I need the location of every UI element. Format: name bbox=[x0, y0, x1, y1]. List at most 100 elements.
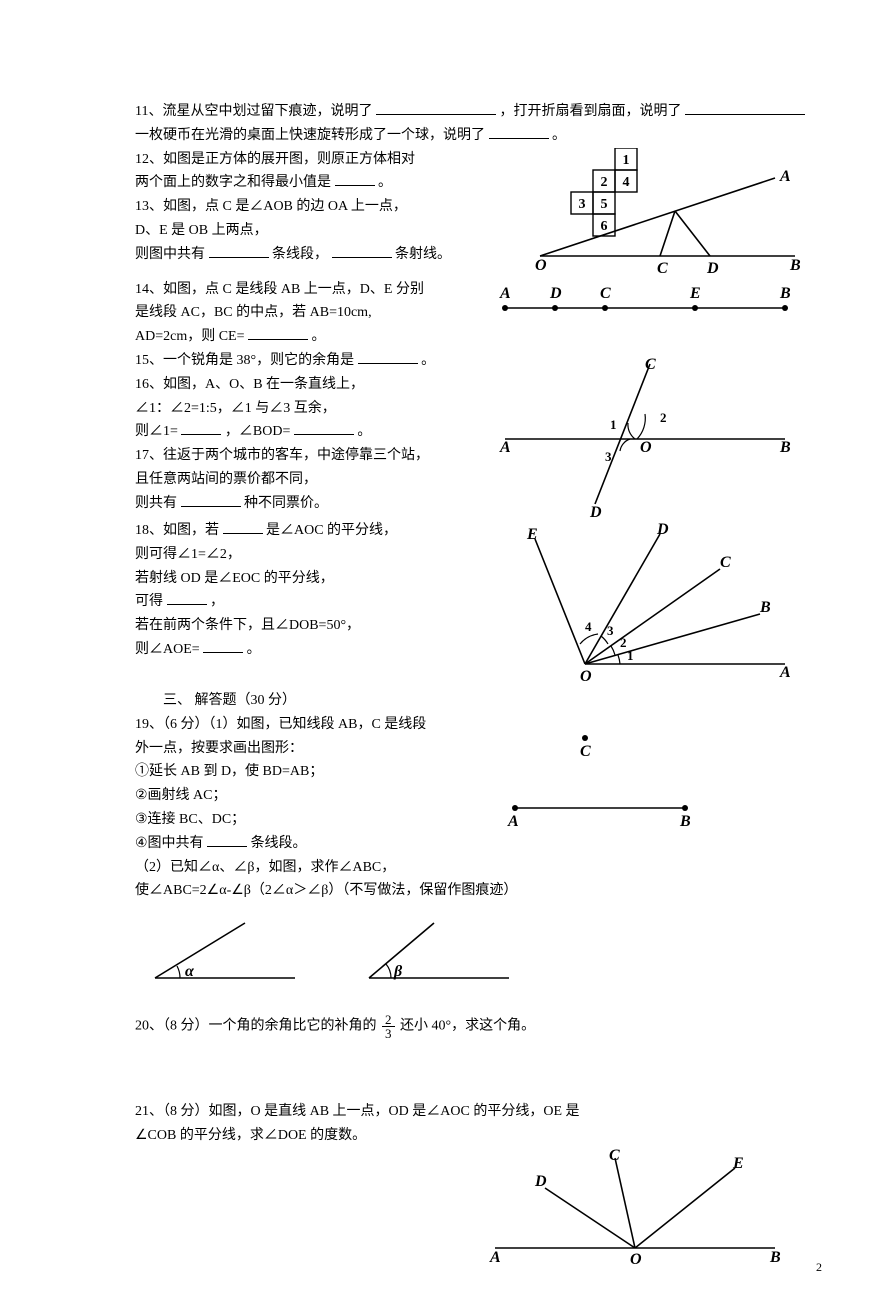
blank bbox=[294, 421, 354, 435]
text: 。 bbox=[421, 353, 435, 368]
blank bbox=[203, 639, 243, 653]
svg-text:C: C bbox=[580, 743, 591, 760]
svg-text:C: C bbox=[645, 356, 656, 373]
fig-angle-alpha: α bbox=[135, 918, 305, 988]
svg-text:A: A bbox=[779, 168, 791, 185]
svg-text:2: 2 bbox=[620, 635, 627, 650]
text: 15、一个锐角是 38°，则它的余角是 bbox=[135, 353, 354, 368]
blank bbox=[358, 350, 418, 364]
text: 。 bbox=[247, 642, 261, 657]
q12: 12、如图是正方体的展开图，则原正方体相对 两个面上的数字之和得最小值是 。 bbox=[135, 148, 485, 196]
q21: 21、（8 分）如图，O 是直线 AB 上一点，OD 是∠AOC 的平分线，OE… bbox=[135, 1100, 832, 1148]
svg-text:3: 3 bbox=[579, 197, 586, 212]
blank bbox=[489, 125, 549, 139]
svg-text:D: D bbox=[549, 285, 562, 302]
text: ②画射线 AC； bbox=[135, 788, 227, 803]
svg-text:C: C bbox=[720, 554, 731, 571]
svg-text:E: E bbox=[732, 1155, 744, 1172]
text: 条射线。 bbox=[395, 247, 451, 262]
svg-text:B: B bbox=[679, 813, 691, 830]
text: 若在前两个条件下，且∠DOB=50°， bbox=[135, 618, 360, 633]
text: 18、如图，若 bbox=[135, 523, 219, 538]
text: （2）已知∠α、∠β，如图，求作∠ABC， bbox=[135, 860, 395, 875]
text: 条线段， bbox=[272, 247, 328, 262]
svg-text:1: 1 bbox=[610, 417, 617, 432]
svg-text:C: C bbox=[600, 285, 611, 302]
text: ，∠BOD= bbox=[225, 424, 290, 439]
blank bbox=[685, 101, 805, 115]
svg-text:A: A bbox=[499, 439, 511, 456]
blank bbox=[207, 833, 247, 847]
svg-text:A: A bbox=[499, 285, 511, 302]
svg-text:B: B bbox=[759, 599, 771, 616]
text: 17、往返于两个城市的客车，中途停靠三个站， bbox=[135, 448, 429, 463]
svg-text:2: 2 bbox=[601, 175, 608, 190]
svg-text:A: A bbox=[489, 1249, 501, 1266]
svg-text:A: A bbox=[507, 813, 519, 830]
fig-q19: C A B bbox=[485, 713, 785, 833]
text: 14、如图，点 C 是线段 AB 上一点，D、E 分别 bbox=[135, 282, 424, 297]
q19: 19、（6 分）（1）如图，已知线段 AB，C 是线段 外一点，按要求画出图形：… bbox=[135, 713, 485, 856]
svg-text:B: B bbox=[779, 439, 791, 456]
text: 可得 bbox=[135, 594, 163, 609]
svg-text:1: 1 bbox=[627, 648, 634, 663]
svg-text:2: 2 bbox=[660, 410, 667, 425]
blank bbox=[181, 493, 241, 507]
svg-text:D: D bbox=[656, 521, 669, 538]
fig-q14: A D C E B bbox=[485, 278, 805, 328]
svg-text:3: 3 bbox=[607, 623, 614, 638]
svg-text:5: 5 bbox=[601, 197, 608, 212]
text: 条线段。 bbox=[251, 836, 307, 851]
text: D、E 是 OB 上两点， bbox=[135, 223, 268, 238]
svg-text:C: C bbox=[609, 1148, 620, 1164]
q17: 17、往返于两个城市的客车，中途停靠三个站， 且任意两站间的票价都不同， 则共有… bbox=[135, 444, 485, 515]
text: 20、（8 分）一个角的余角比它的补角的 bbox=[135, 1019, 377, 1034]
q20: 20、（8 分）一个角的余角比它的补角的 2 3 还小 40°，求这个角。 bbox=[135, 1013, 832, 1040]
fig-q18: O A B C D E 1 2 3 4 bbox=[485, 519, 805, 689]
text: 是∠AOC 的平分线， bbox=[266, 523, 397, 538]
text: ∠COB 的平分线，求∠DOE 的度数。 bbox=[135, 1128, 366, 1143]
blank bbox=[209, 244, 269, 258]
text: 。 bbox=[357, 424, 371, 439]
text: 使∠ABC=2∠α-∠β（2∠α＞∠β）（不写做法，保留作图痕迹） bbox=[135, 883, 517, 898]
svg-text:C: C bbox=[657, 260, 668, 277]
text: 两个面上的数字之和得最小值是 bbox=[135, 175, 331, 190]
q18: 18、如图，若 是∠AOC 的平分线， 则可得∠1=∠2， 若射线 OD 是∠E… bbox=[135, 519, 485, 662]
q15: 15、一个锐角是 38°，则它的余角是 。 bbox=[135, 349, 485, 373]
blank bbox=[376, 101, 496, 115]
text: 19、（6 分）（1）如图，已知线段 AB，C 是线段 bbox=[135, 717, 426, 732]
text: 且任意两站间的票价都不同， bbox=[135, 472, 317, 487]
text: 11、流星从空中划过留下痕迹，说明了 bbox=[135, 104, 372, 119]
svg-text:E: E bbox=[526, 526, 538, 543]
fig-angle-beta: β bbox=[349, 918, 519, 988]
svg-text:B: B bbox=[779, 285, 791, 302]
text: 12、如图是正方体的展开图，则原正方体相对 bbox=[135, 152, 415, 167]
svg-text:3: 3 bbox=[605, 449, 612, 464]
text: 则∠1= bbox=[135, 424, 178, 439]
blank bbox=[181, 421, 221, 435]
svg-text:B: B bbox=[789, 257, 801, 274]
blank bbox=[223, 520, 263, 534]
svg-text:α: α bbox=[185, 963, 195, 980]
svg-text:D: D bbox=[706, 260, 719, 277]
text: 。 bbox=[378, 175, 392, 190]
text: ， bbox=[210, 594, 224, 609]
text: 种不同票价。 bbox=[244, 496, 328, 511]
q13: 13、如图，点 C 是∠AOB 的边 OA 上一点， D、E 是 OB 上两点，… bbox=[135, 195, 485, 266]
text: 是线段 AC，BC 的中点，若 AB=10cm, bbox=[135, 305, 372, 320]
svg-text:1: 1 bbox=[623, 153, 630, 168]
text: 一枚硬币在光滑的桌面上快速旋转形成了一个球，说明了 bbox=[135, 128, 485, 143]
text: AD=2cm，则 CE= bbox=[135, 329, 245, 344]
text: ，打开折扇看到扇面，说明了 bbox=[499, 104, 681, 119]
fraction: 2 3 bbox=[382, 1013, 395, 1040]
text: 则可得∠1=∠2， bbox=[135, 547, 241, 562]
q16: 16、如图，A、O、B 在一条直线上， ∠1：∠2=1:5，∠1 与∠3 互余，… bbox=[135, 373, 485, 444]
text: 若射线 OD 是∠EOC 的平分线， bbox=[135, 571, 334, 586]
svg-text:O: O bbox=[535, 257, 547, 274]
svg-text:6: 6 bbox=[601, 219, 608, 234]
blank bbox=[248, 326, 308, 340]
text: 则∠AOE= bbox=[135, 642, 200, 657]
blank bbox=[332, 244, 392, 258]
text: 21、（8 分）如图，O 是直线 AB 上一点，OD 是∠AOC 的平分线，OE… bbox=[135, 1104, 580, 1119]
text: 三、 解答题（30 分） bbox=[163, 693, 296, 708]
